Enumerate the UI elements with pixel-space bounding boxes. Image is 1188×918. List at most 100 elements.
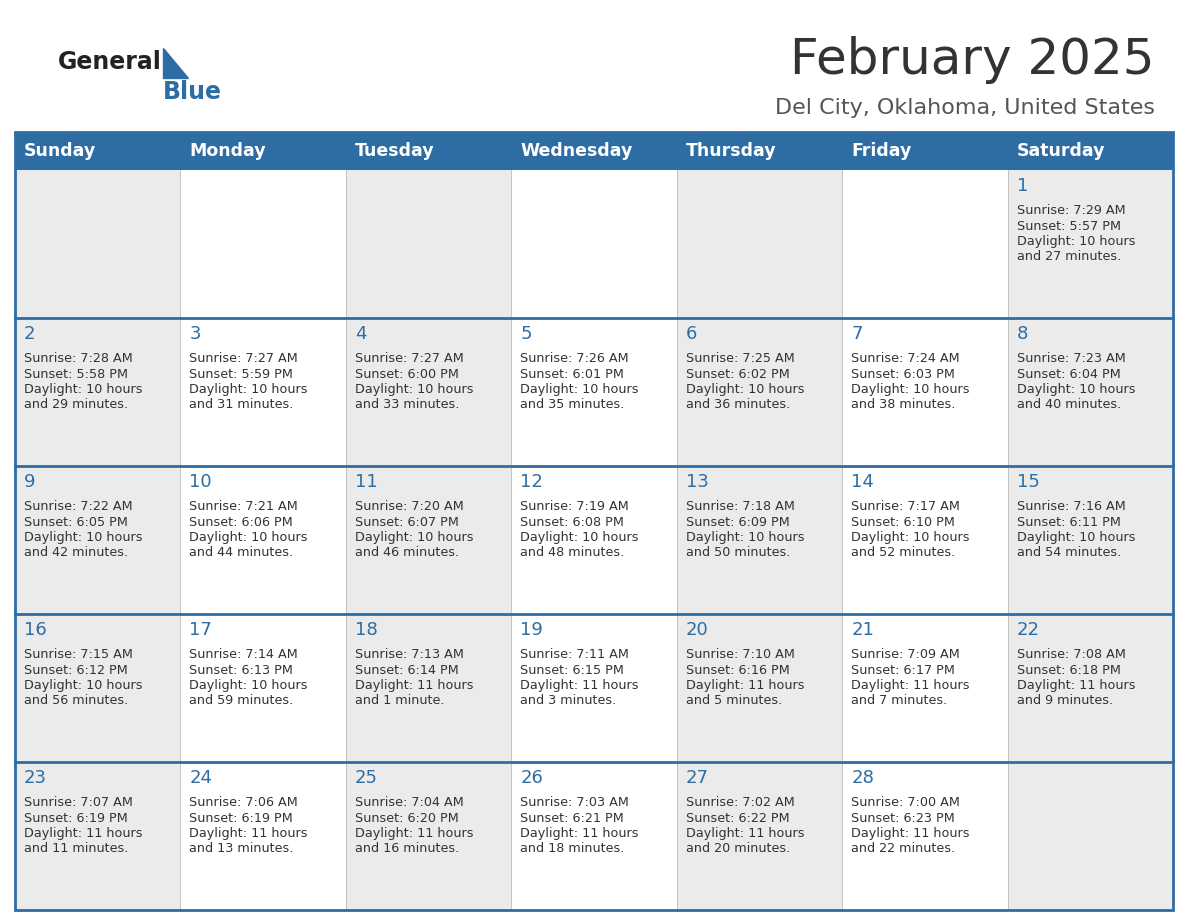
Text: and 42 minutes.: and 42 minutes. (24, 546, 128, 559)
Bar (842, 132, 1007, 170)
Text: and 29 minutes.: and 29 minutes. (24, 398, 128, 411)
Text: Sunrise: 7:09 AM: Sunrise: 7:09 AM (851, 648, 960, 661)
Bar (842, 614, 1007, 762)
Bar (511, 614, 677, 762)
Text: 22: 22 (1017, 621, 1040, 639)
Bar (1007, 170, 1173, 318)
Text: Sunset: 6:00 PM: Sunset: 6:00 PM (355, 367, 459, 380)
Bar (15, 318, 181, 466)
Text: Monday: Monday (189, 142, 266, 160)
Text: Daylight: 10 hours: Daylight: 10 hours (851, 383, 969, 396)
Text: 10: 10 (189, 473, 211, 491)
Text: Daylight: 11 hours: Daylight: 11 hours (355, 679, 473, 692)
Text: Daylight: 11 hours: Daylight: 11 hours (520, 679, 639, 692)
Bar (15, 170, 181, 318)
Text: and 22 minutes.: and 22 minutes. (851, 843, 955, 856)
Text: Sunrise: 7:07 AM: Sunrise: 7:07 AM (24, 796, 133, 809)
Bar (346, 762, 511, 910)
Text: Daylight: 10 hours: Daylight: 10 hours (189, 679, 308, 692)
Text: Sunrise: 7:22 AM: Sunrise: 7:22 AM (24, 500, 133, 513)
Text: Tuesday: Tuesday (355, 142, 435, 160)
Bar (181, 318, 346, 466)
Text: Blue: Blue (163, 80, 222, 104)
Text: Daylight: 10 hours: Daylight: 10 hours (1017, 531, 1135, 544)
Text: Sunset: 6:13 PM: Sunset: 6:13 PM (189, 664, 293, 677)
Bar (842, 318, 1007, 466)
Text: Sunrise: 7:27 AM: Sunrise: 7:27 AM (189, 352, 298, 365)
Text: 26: 26 (520, 769, 543, 787)
Text: and 46 minutes.: and 46 minutes. (355, 546, 459, 559)
Text: Sunrise: 7:02 AM: Sunrise: 7:02 AM (685, 796, 795, 809)
Bar (181, 170, 346, 318)
Bar (1007, 762, 1173, 910)
Text: Sunset: 6:16 PM: Sunset: 6:16 PM (685, 664, 790, 677)
Text: 2: 2 (24, 325, 36, 343)
Text: Sunset: 6:23 PM: Sunset: 6:23 PM (851, 812, 955, 824)
Text: Sunrise: 7:04 AM: Sunrise: 7:04 AM (355, 796, 463, 809)
Text: and 50 minutes.: and 50 minutes. (685, 546, 790, 559)
Text: Sunset: 6:08 PM: Sunset: 6:08 PM (520, 516, 624, 529)
Bar (677, 132, 842, 170)
Bar (15, 762, 181, 910)
Text: Sunrise: 7:15 AM: Sunrise: 7:15 AM (24, 648, 133, 661)
Text: Sunrise: 7:11 AM: Sunrise: 7:11 AM (520, 648, 630, 661)
Text: Daylight: 11 hours: Daylight: 11 hours (685, 679, 804, 692)
Text: and 38 minutes.: and 38 minutes. (851, 398, 955, 411)
Bar (511, 318, 677, 466)
Polygon shape (163, 48, 188, 78)
Text: Sunset: 6:20 PM: Sunset: 6:20 PM (355, 812, 459, 824)
Text: and 1 minute.: and 1 minute. (355, 695, 444, 708)
Text: Sunset: 6:12 PM: Sunset: 6:12 PM (24, 664, 128, 677)
Text: Sunrise: 7:26 AM: Sunrise: 7:26 AM (520, 352, 628, 365)
Text: 3: 3 (189, 325, 201, 343)
Text: Daylight: 11 hours: Daylight: 11 hours (685, 827, 804, 840)
Text: Sunset: 6:19 PM: Sunset: 6:19 PM (24, 812, 128, 824)
Text: 4: 4 (355, 325, 366, 343)
Text: Sunset: 6:21 PM: Sunset: 6:21 PM (520, 812, 624, 824)
Text: February 2025: February 2025 (790, 36, 1155, 84)
Text: Sunrise: 7:21 AM: Sunrise: 7:21 AM (189, 500, 298, 513)
Text: and 7 minutes.: and 7 minutes. (851, 695, 947, 708)
Text: Sunrise: 7:06 AM: Sunrise: 7:06 AM (189, 796, 298, 809)
Bar (842, 762, 1007, 910)
Text: Sunset: 6:11 PM: Sunset: 6:11 PM (1017, 516, 1120, 529)
Bar (181, 132, 346, 170)
Bar (181, 466, 346, 614)
Text: Del City, Oklahoma, United States: Del City, Oklahoma, United States (775, 98, 1155, 118)
Text: Sunrise: 7:17 AM: Sunrise: 7:17 AM (851, 500, 960, 513)
Bar (15, 466, 181, 614)
Text: Sunset: 6:03 PM: Sunset: 6:03 PM (851, 367, 955, 380)
Text: 23: 23 (24, 769, 48, 787)
Text: Daylight: 11 hours: Daylight: 11 hours (851, 679, 969, 692)
Text: 27: 27 (685, 769, 709, 787)
Text: Sunset: 6:17 PM: Sunset: 6:17 PM (851, 664, 955, 677)
Text: 25: 25 (355, 769, 378, 787)
Text: 5: 5 (520, 325, 532, 343)
Text: 6: 6 (685, 325, 697, 343)
Text: Sunset: 6:04 PM: Sunset: 6:04 PM (1017, 367, 1120, 380)
Text: Daylight: 10 hours: Daylight: 10 hours (355, 531, 473, 544)
Text: 12: 12 (520, 473, 543, 491)
Bar (677, 762, 842, 910)
Text: and 35 minutes.: and 35 minutes. (520, 398, 625, 411)
Bar (346, 318, 511, 466)
Text: Daylight: 10 hours: Daylight: 10 hours (685, 383, 804, 396)
Bar (677, 466, 842, 614)
Text: Sunrise: 7:00 AM: Sunrise: 7:00 AM (851, 796, 960, 809)
Text: 21: 21 (851, 621, 874, 639)
Bar (842, 170, 1007, 318)
Bar (181, 762, 346, 910)
Text: and 16 minutes.: and 16 minutes. (355, 843, 459, 856)
Text: 28: 28 (851, 769, 874, 787)
Text: 15: 15 (1017, 473, 1040, 491)
Text: Sunset: 6:22 PM: Sunset: 6:22 PM (685, 812, 789, 824)
Bar (15, 132, 181, 170)
Bar (842, 466, 1007, 614)
Bar (511, 170, 677, 318)
Text: Sunset: 6:05 PM: Sunset: 6:05 PM (24, 516, 128, 529)
Text: Sunrise: 7:16 AM: Sunrise: 7:16 AM (1017, 500, 1125, 513)
Text: 24: 24 (189, 769, 213, 787)
Text: Sunrise: 7:23 AM: Sunrise: 7:23 AM (1017, 352, 1125, 365)
Text: Sunrise: 7:13 AM: Sunrise: 7:13 AM (355, 648, 463, 661)
Text: Daylight: 11 hours: Daylight: 11 hours (851, 827, 969, 840)
